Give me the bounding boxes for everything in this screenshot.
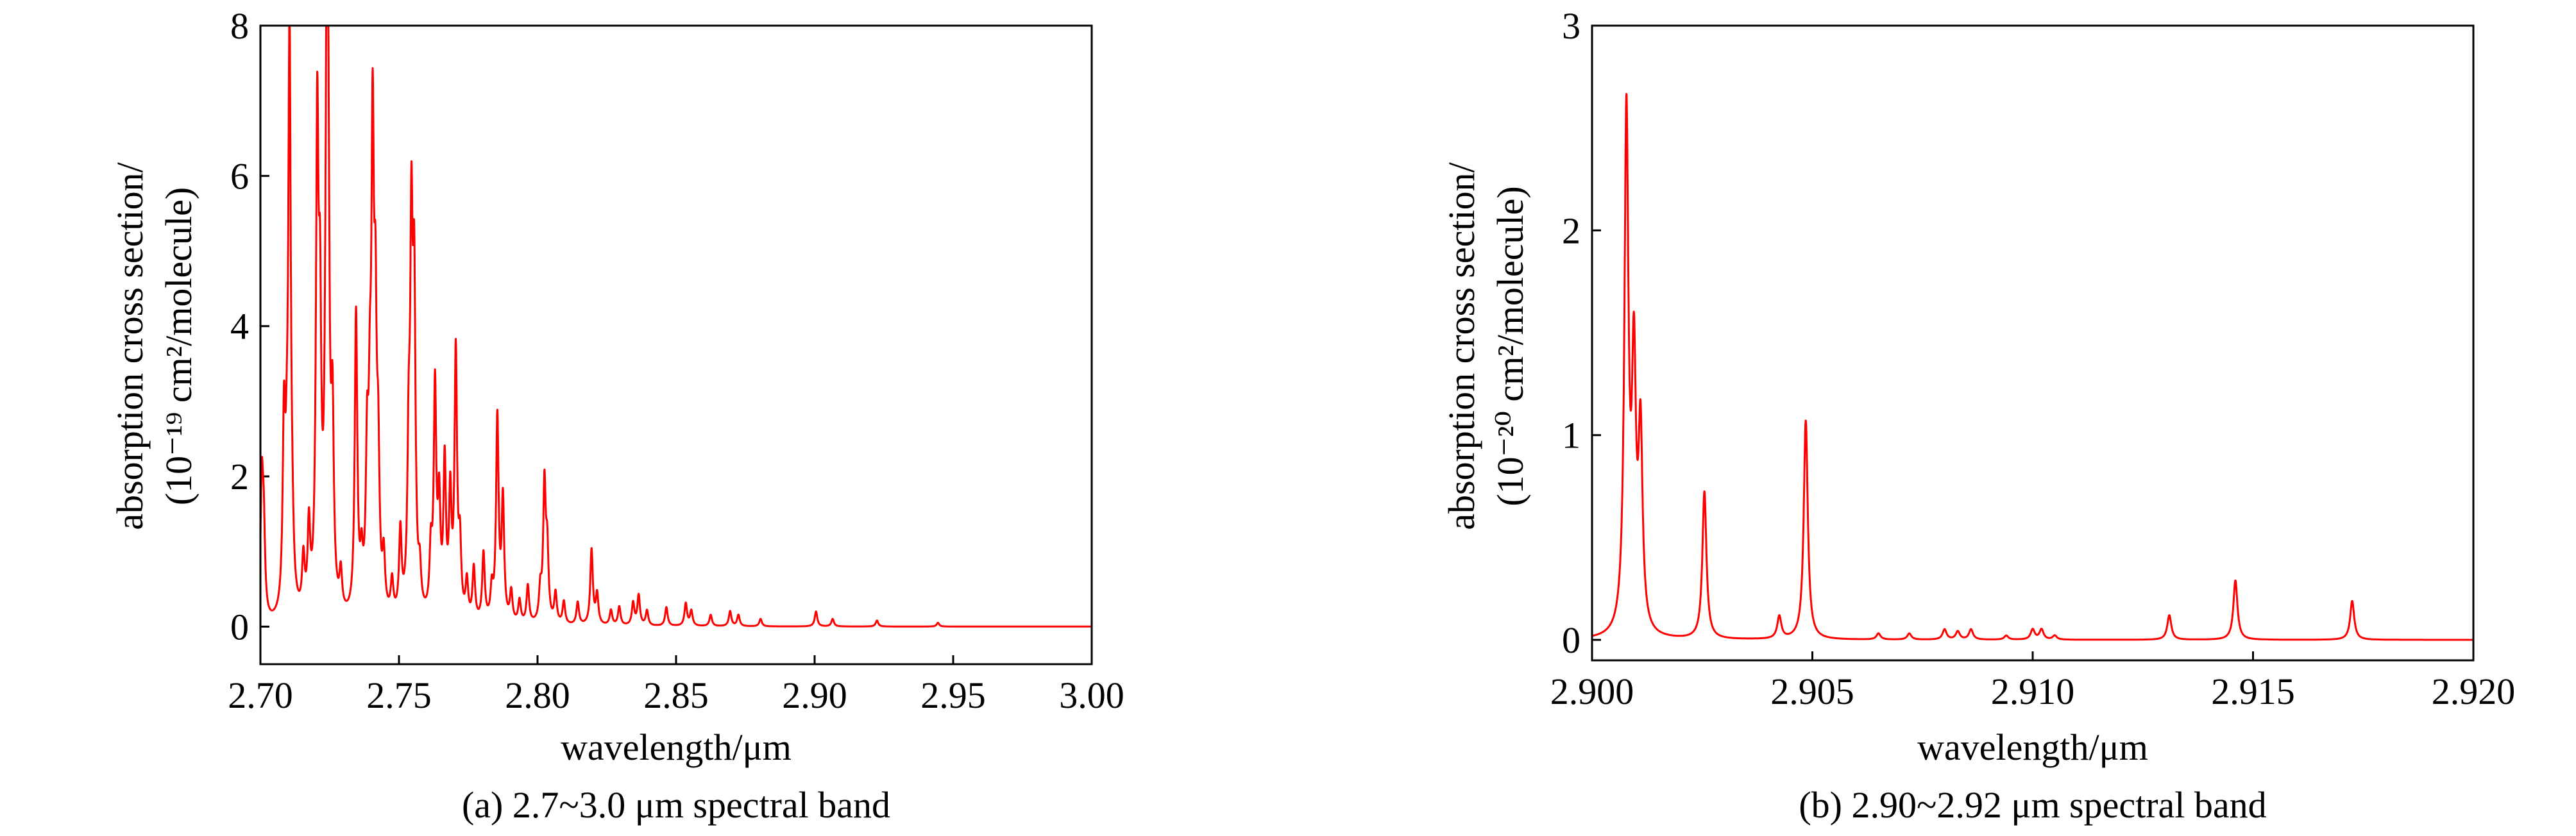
caption-b: (b) 2.90~2.92 μm spectral band bbox=[1799, 784, 2266, 826]
y-tick-label: 1 bbox=[1562, 415, 1580, 456]
spectrum-line-a bbox=[259, 24, 1093, 628]
plot-frame-b bbox=[1591, 24, 2475, 662]
y-axis-label-line1-a: absorption cross section/ bbox=[109, 162, 151, 530]
x-tick-label: 2.905 bbox=[1770, 671, 1854, 712]
y-tick-label: 2 bbox=[230, 456, 249, 497]
y-ticks-b: 0 1 2 3 bbox=[1562, 5, 1601, 661]
y-axis-label-line2-b: (10⁻²⁰ cm²/molecule) bbox=[1489, 186, 1531, 506]
spectrum-line-b bbox=[1591, 93, 2475, 641]
y-tick-label: 4 bbox=[230, 306, 249, 347]
x-tick-label: 2.85 bbox=[643, 674, 709, 716]
y-tick-label: 3 bbox=[1562, 5, 1580, 47]
plot-frame-a bbox=[259, 24, 1093, 665]
y-tick-label: 0 bbox=[1562, 619, 1580, 661]
x-tick-label: 2.95 bbox=[920, 674, 986, 716]
y-tick-label: 2 bbox=[1562, 210, 1580, 251]
y-axis-label-line2-a: (10⁻¹⁹ cm²/molecule) bbox=[158, 187, 199, 505]
x-tick-label: 2.915 bbox=[2211, 671, 2295, 712]
x-axis-label-a: wavelength/μm bbox=[561, 726, 792, 768]
x-tick-label: 2.90 bbox=[782, 674, 847, 716]
caption-a: (a) 2.7~3.0 μm spectral band bbox=[462, 784, 890, 826]
chart-panel-b: absorption cross section/ (10⁻²⁰ cm²/mol… bbox=[1441, 5, 2515, 826]
x-tick-label: 2.910 bbox=[1991, 671, 2075, 712]
y-tick-label: 0 bbox=[230, 606, 249, 648]
chart-panel-a: absorption cross section/ (10⁻¹⁹ cm²/mol… bbox=[109, 5, 1124, 826]
x-tick-label: 2.70 bbox=[228, 674, 293, 716]
x-axis-label-b: wavelength/μm bbox=[1917, 726, 2148, 768]
x-ticks-a: 2.70 2.75 2.80 2.85 2.90 2.95 3.00 bbox=[228, 655, 1124, 716]
x-tick-label: 2.75 bbox=[366, 674, 432, 716]
x-tick-label: 3.00 bbox=[1059, 674, 1124, 716]
x-ticks-b: 2.900 2.905 2.910 2.915 2.920 bbox=[1550, 651, 2516, 712]
y-tick-label: 6 bbox=[230, 155, 249, 197]
y-ticks-a: 0 2 4 6 8 bbox=[230, 5, 269, 648]
y-axis-label-line1-b: absorption cross section/ bbox=[1441, 162, 1482, 530]
x-tick-label: 2.80 bbox=[505, 674, 570, 716]
x-tick-label: 2.900 bbox=[1550, 671, 1634, 712]
x-tick-label: 2.920 bbox=[2432, 671, 2516, 712]
y-tick-label: 8 bbox=[230, 5, 249, 47]
